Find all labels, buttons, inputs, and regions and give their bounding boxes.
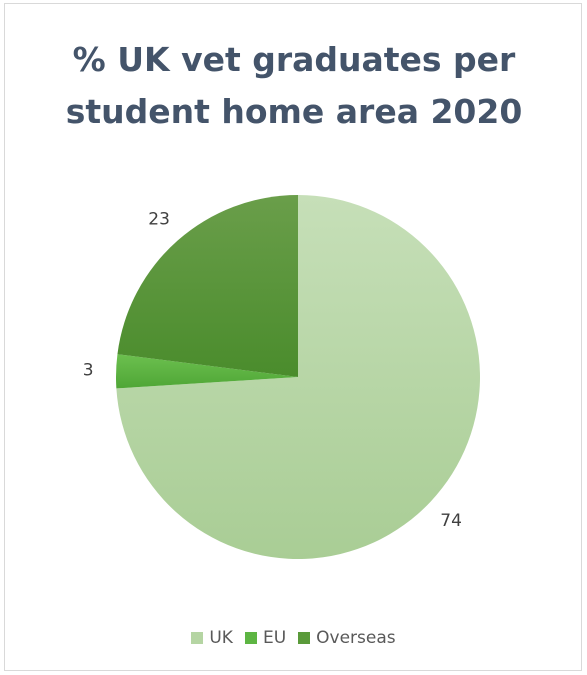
- legend-swatch-overseas: [298, 632, 311, 644]
- legend-label-uk: UK: [209, 628, 233, 648]
- legend-label-overseas: Overseas: [316, 628, 396, 648]
- chart-title-line-2: student home area 2020: [65, 92, 523, 131]
- pie-slice-eu: [116, 354, 299, 389]
- legend: UK EU Overseas: [0, 628, 587, 648]
- legend-label-eu: EU: [262, 628, 287, 648]
- data-label-overseas: 23: [148, 209, 170, 229]
- pie-slice-overseas: [117, 195, 299, 377]
- legend-item-uk: UK: [191, 628, 233, 648]
- legend-swatch-uk: [191, 632, 204, 644]
- data-label-uk: 74: [440, 511, 462, 531]
- chart-frame: % UK vet graduates per student home area…: [4, 3, 582, 671]
- legend-item-eu: EU: [244, 628, 287, 648]
- legend-swatch-eu: [244, 632, 257, 644]
- data-label-eu: 3: [83, 360, 94, 380]
- chart-title-line-1: % UK vet graduates per: [72, 40, 516, 79]
- chart-title: % UK vet graduates per student home area…: [5, 34, 583, 138]
- pie-slice-uk: [116, 195, 481, 560]
- legend-item-overseas: Overseas: [298, 628, 396, 648]
